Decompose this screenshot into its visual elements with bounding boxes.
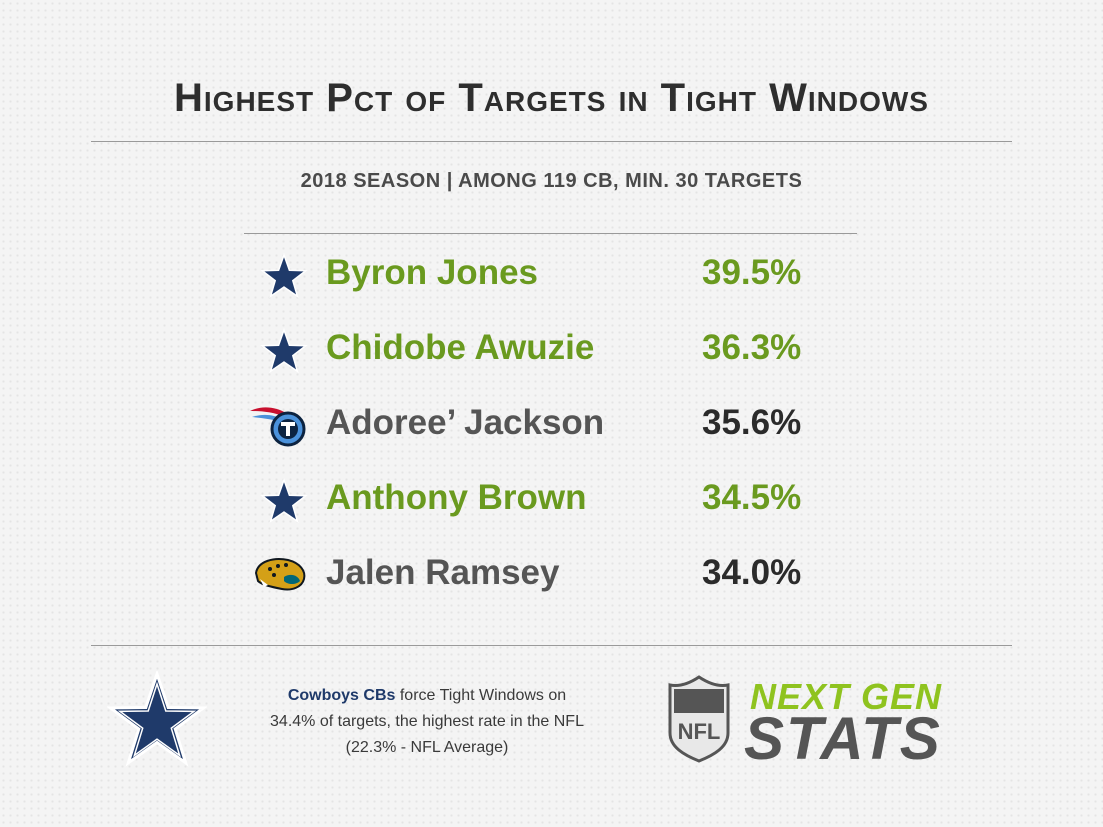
cowboys-star-icon bbox=[260, 327, 308, 374]
brand-stats: STATS bbox=[744, 705, 942, 772]
player-row: Jalen Ramsey 34.0% bbox=[248, 545, 848, 605]
player-row: Anthony Brown 34.5% bbox=[248, 470, 848, 530]
cowboys-star-icon bbox=[260, 477, 308, 524]
player-row: Byron Jones 39.5% bbox=[248, 245, 848, 305]
nfl-shield-text: NFL bbox=[678, 719, 721, 744]
player-name: Adoree’ Jackson bbox=[326, 403, 605, 442]
cowboys-star-icon bbox=[107, 671, 207, 767]
jaguars-logo-icon bbox=[254, 558, 306, 591]
player-row: Adoree’ Jackson 35.6% bbox=[248, 395, 848, 455]
cowboys-star-icon bbox=[260, 252, 308, 299]
divider-bottom bbox=[91, 645, 1012, 646]
player-name: Jalen Ramsey bbox=[326, 553, 560, 592]
player-pct: 36.3% bbox=[702, 328, 802, 367]
player-pct: 39.5% bbox=[702, 253, 802, 292]
page-title: Highest Pct of Targets in Tight Windows bbox=[174, 76, 929, 120]
note-line1: force Tight Windows on bbox=[395, 687, 567, 704]
player-row: Chidobe Awuzie 36.3% bbox=[248, 320, 848, 380]
subtitle: 2018 SEASON | AMONG 119 CB, MIN. 30 TARG… bbox=[300, 170, 803, 192]
player-name: Byron Jones bbox=[326, 253, 538, 292]
player-pct: 34.5% bbox=[702, 478, 802, 517]
titans-logo-icon bbox=[250, 407, 306, 447]
player-pct: 35.6% bbox=[702, 403, 802, 442]
player-name: Anthony Brown bbox=[326, 478, 587, 517]
note-line3: (22.3% - NFL Average) bbox=[345, 739, 509, 756]
player-name: Chidobe Awuzie bbox=[326, 328, 595, 367]
note-highlight: Cowboys CBs bbox=[287, 687, 396, 704]
note-line2: 34.4% of targets, the highest rate in th… bbox=[270, 713, 584, 730]
footnote: Cowboys CBs force Tight Windows on 34.4%… bbox=[222, 683, 632, 761]
divider-mid bbox=[244, 233, 857, 234]
brand-next-gen: NEXT GEN bbox=[750, 676, 943, 717]
nfl-shield-icon: NFL bbox=[668, 675, 730, 763]
player-pct: 34.0% bbox=[702, 553, 802, 592]
divider-top bbox=[91, 141, 1012, 142]
